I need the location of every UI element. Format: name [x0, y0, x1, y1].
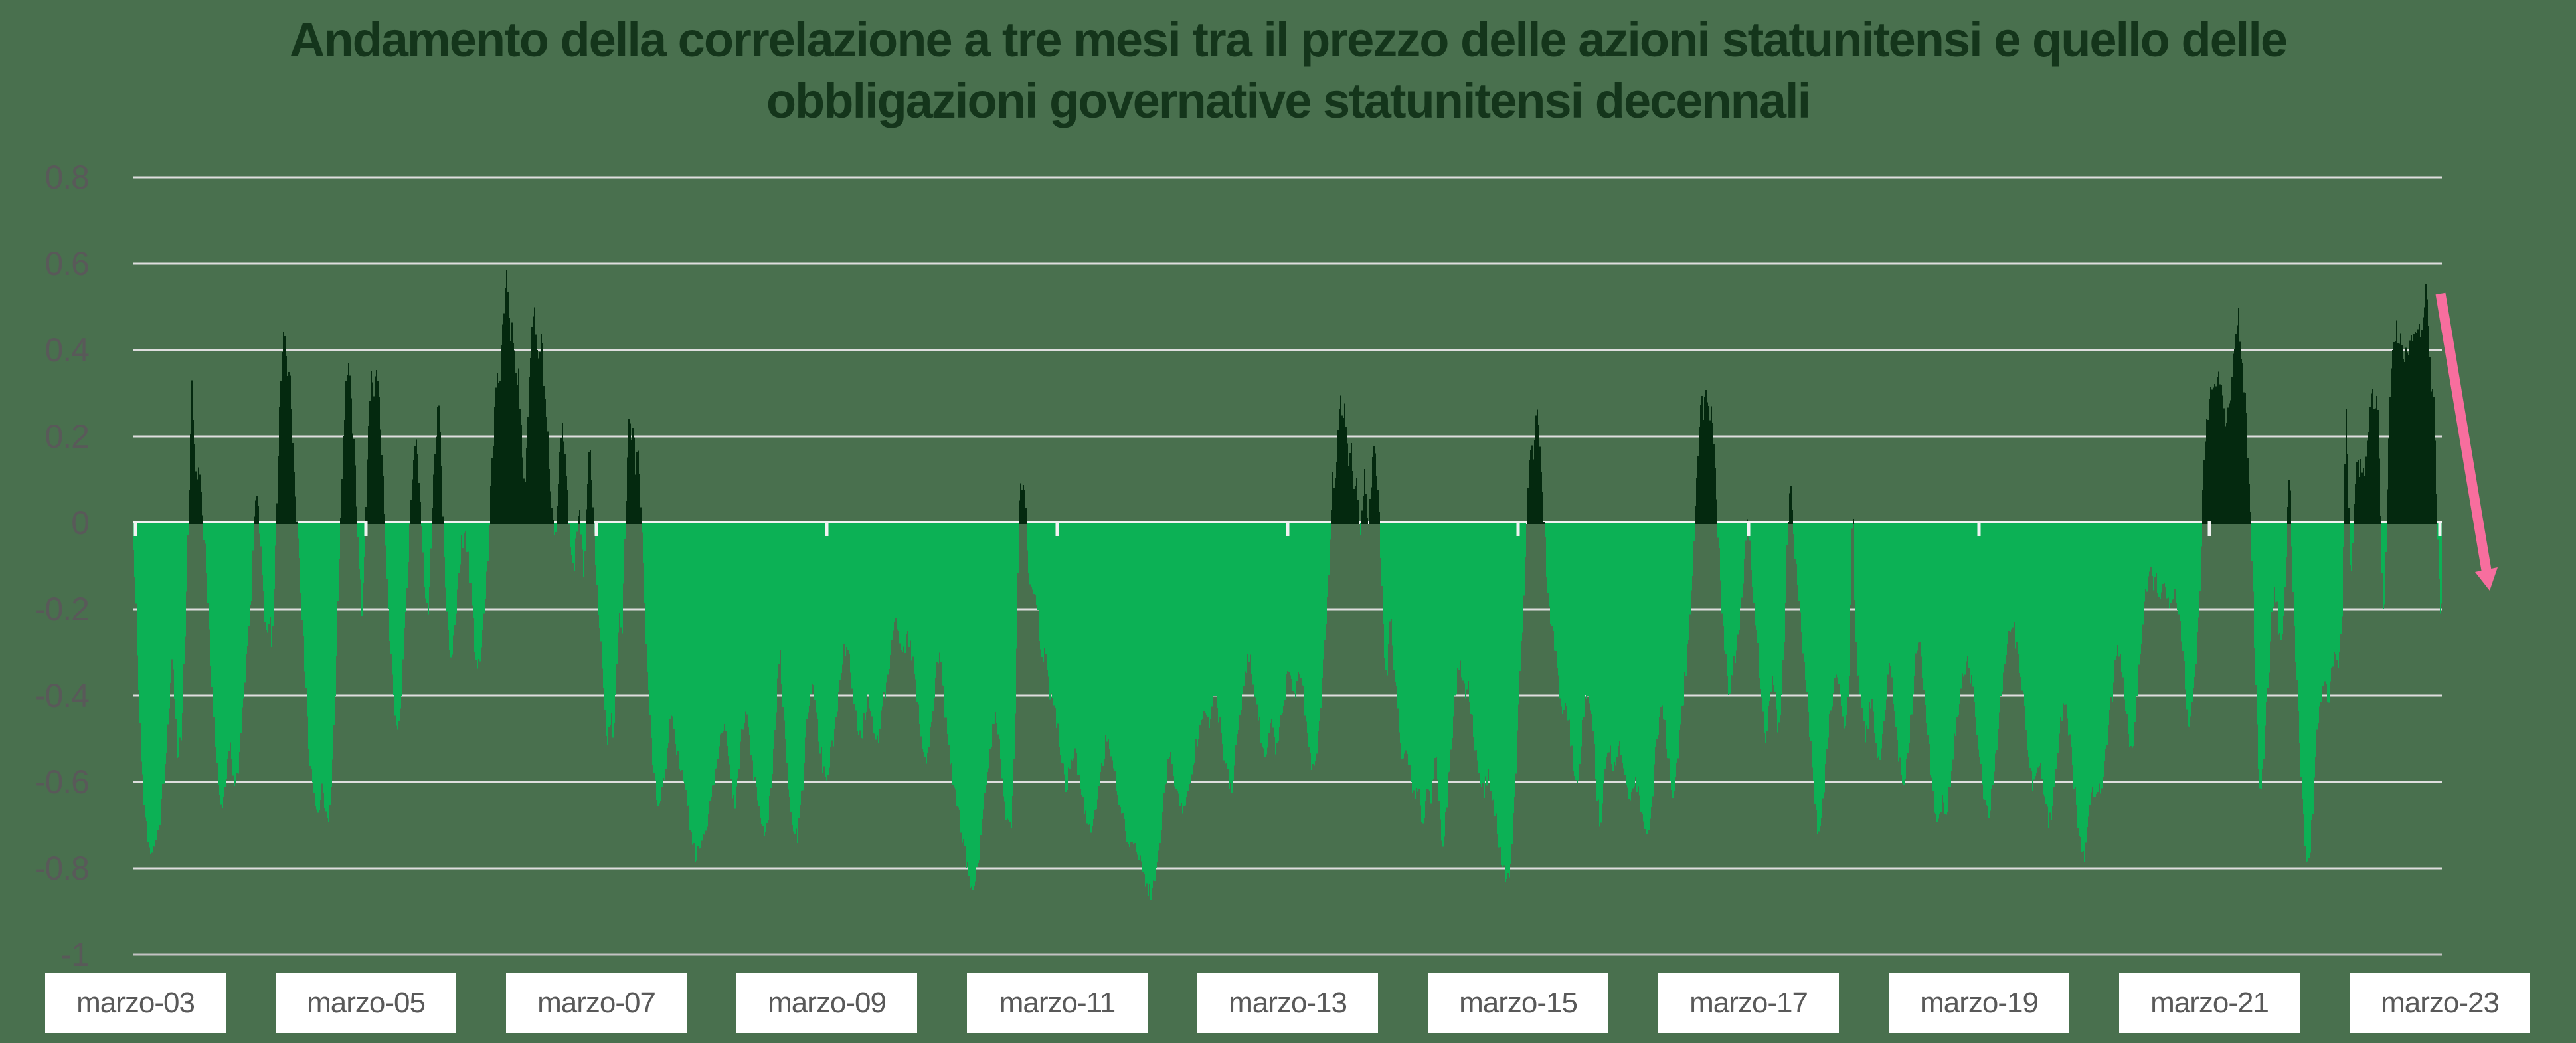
area-negative-group	[133, 523, 2442, 900]
x-axis-label-marzo-09: marzo-09	[736, 973, 917, 1033]
category-tick-marzo-09	[825, 522, 829, 536]
category-tick-marzo-21	[2207, 522, 2211, 536]
y-axis-tick-label: 0.8	[44, 159, 90, 196]
x-axis-label-marzo-13: marzo-13	[1197, 973, 1378, 1033]
axis-line-bottom	[133, 953, 2442, 956]
trend-arrow-shaft	[2435, 292, 2492, 571]
gridline--0.6	[133, 781, 2442, 783]
category-tick-marzo-15	[1516, 522, 1520, 536]
trend-arrow-group	[2435, 292, 2498, 591]
x-axis-label-marzo-17: marzo-17	[1658, 973, 1839, 1033]
chart-title: Andamento della correlazione a tre mesi …	[0, 9, 2576, 132]
y-axis-tick-label: -1	[60, 936, 90, 973]
x-axis-label-marzo-11: marzo-11	[967, 973, 1148, 1033]
chart-title-line2: obbligazioni governative statunitensi de…	[766, 73, 1811, 128]
gridline--0.4	[133, 694, 2442, 697]
category-tick-marzo-05	[364, 522, 368, 536]
x-axis-label-marzo-15: marzo-15	[1428, 973, 1608, 1033]
y-axis-tick-label: -0.6	[34, 763, 90, 801]
gridline-0.2	[133, 435, 2442, 438]
gridline-0.8	[133, 176, 2442, 179]
category-tick-marzo-03	[133, 522, 137, 536]
category-tick-marzo-13	[1286, 522, 1290, 536]
x-axis-label-marzo-21: marzo-21	[2119, 973, 2300, 1033]
category-tick-marzo-07	[594, 522, 598, 536]
y-axis-tick-label: 0.6	[44, 245, 90, 282]
x-axis-label-marzo-23: marzo-23	[2350, 973, 2530, 1033]
y-axis-tick-label: 0.2	[44, 418, 90, 455]
x-axis-label-marzo-03: marzo-03	[45, 973, 226, 1033]
category-tick-marzo-23	[2438, 522, 2442, 536]
x-axis-label-marzo-19: marzo-19	[1889, 973, 2069, 1033]
y-axis-tick-label: 0.4	[44, 332, 90, 369]
chart-title-line1: Andamento della correlazione a tre mesi …	[289, 12, 2288, 67]
x-axis-label-marzo-05: marzo-05	[276, 973, 456, 1033]
gridline-0.6	[133, 262, 2442, 265]
x-axis-label-marzo-07: marzo-07	[506, 973, 687, 1033]
category-tick-marzo-17	[1747, 522, 1751, 536]
y-axis-tick-label: -0.8	[34, 850, 90, 887]
area-negative-correlation	[133, 523, 2442, 900]
category-tick-marzo-11	[1055, 522, 1059, 536]
area-positive-group	[133, 270, 2442, 524]
gridline-0.4	[133, 349, 2442, 351]
area-positive-correlation	[133, 270, 2442, 524]
y-axis-tick-label: -0.4	[34, 677, 90, 714]
gridline--0.8	[133, 867, 2442, 870]
category-ticks-group	[133, 522, 2442, 536]
trend-arrow-head-icon	[2475, 567, 2498, 591]
category-tick-marzo-19	[1977, 522, 1981, 536]
y-axis-tick-label: -0.2	[34, 591, 90, 628]
y-axis-tick-label: 0	[71, 504, 90, 541]
